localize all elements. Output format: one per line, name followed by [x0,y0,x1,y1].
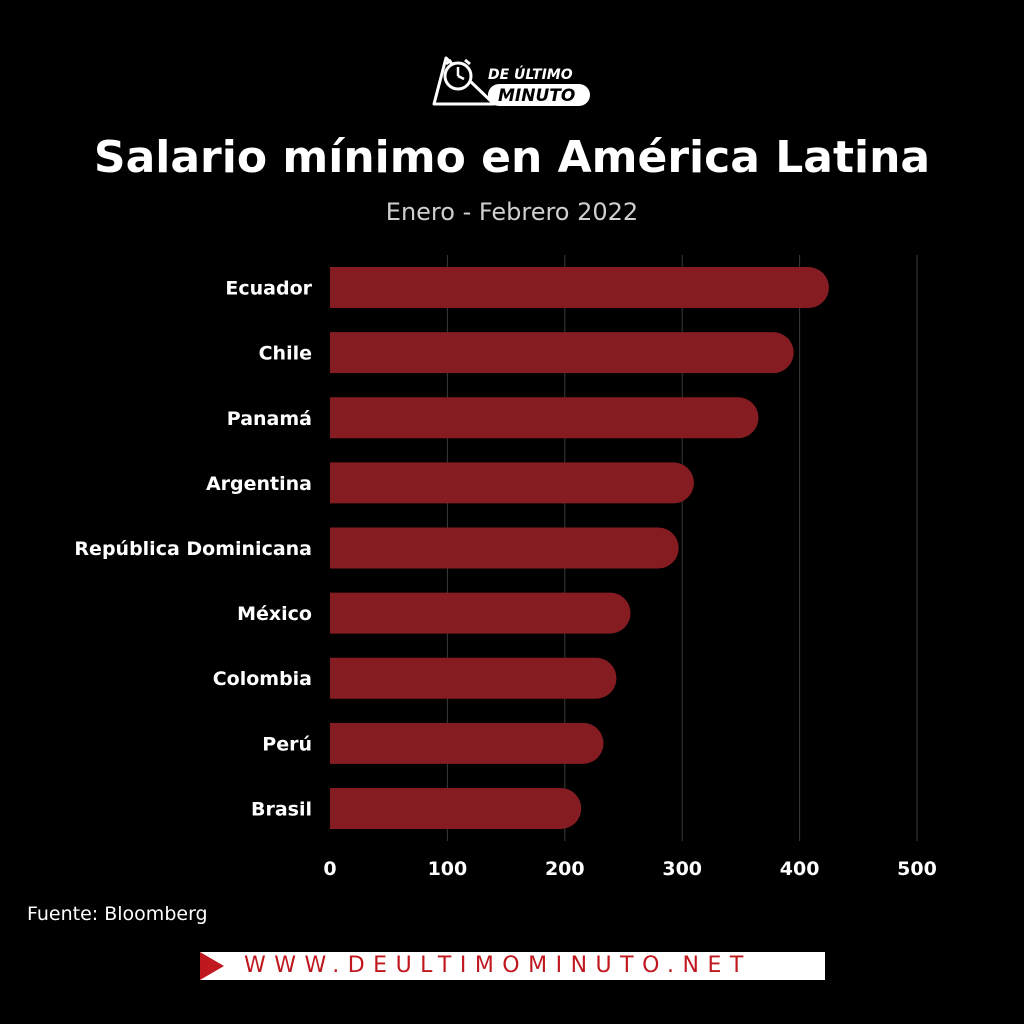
bar [330,397,759,439]
category-label: Ecuador [225,278,312,300]
website-banner [200,952,825,980]
play-arrow-icon [200,952,224,980]
brand-logo: DE ÚLTIMO MINUTO [432,54,592,110]
x-tick-label: 200 [545,858,585,880]
category-label: Perú [262,733,312,755]
x-tick-label: 400 [780,858,820,880]
x-tick-label: 300 [662,858,702,880]
bar [330,332,794,374]
x-tick-label: 500 [897,858,937,880]
category-label: Chile [259,343,312,365]
category-labels: Ecuador Chile Panamá Argentina República Dom… [74,278,312,821]
category-label: República Dominicana [74,538,312,560]
chart-title: Salario mínimo en América Latina [93,132,931,183]
category-label: Panamá [227,408,312,430]
logo-text-bottom: MINUTO [498,86,575,106]
category-label: Brasil [251,798,312,820]
bar [330,527,679,569]
bar [330,592,631,634]
logo-text-top: DE ÚLTIMO [488,65,573,83]
category-label: Argentina [206,473,312,495]
bar [330,462,694,504]
bar [330,657,617,699]
bar [330,722,604,764]
x-tick-label: 0 [323,858,336,880]
chart-subtitle: Enero - Febrero 2022 [385,198,639,226]
x-tick-label: 100 [428,858,468,880]
alarm-clock-icon: DE ÚLTIMO MINUTO [432,56,590,106]
category-label: México [237,603,312,625]
bar [330,267,829,309]
bars [330,267,829,829]
website-url[interactable]: WWW.DEULTIMOMINUTO.NET [244,953,752,978]
bar [330,787,582,829]
category-label: Colombia [213,668,312,690]
x-axis-ticks: 0 100 200 300 400 500 [323,858,936,880]
source-note: Fuente: Bloomberg [27,903,208,925]
